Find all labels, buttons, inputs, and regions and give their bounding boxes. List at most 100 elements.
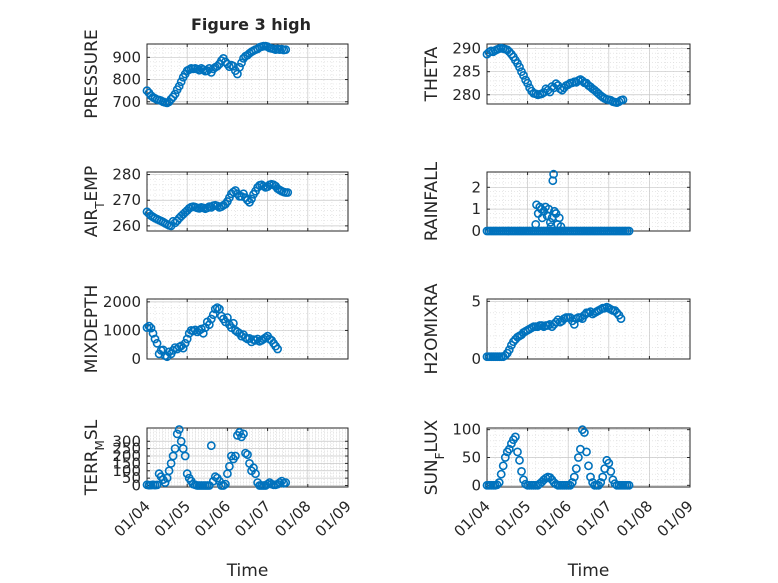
ticks: [146, 172, 349, 231]
data-point: [517, 466, 526, 476]
y-axis-label-subscript: T: [93, 201, 107, 210]
data-point: [519, 71, 528, 80]
series-markers: [482, 302, 626, 362]
data-point: [504, 444, 514, 454]
x-tick-label: 01/09: [654, 497, 697, 540]
x-tick-label: 01/07: [572, 497, 615, 540]
data-point: [152, 480, 162, 490]
y-axis-label: THETA: [422, 46, 442, 102]
data-point: [230, 451, 240, 461]
plot-area: [487, 172, 690, 231]
major-grid: [146, 428, 349, 487]
data-point: [569, 472, 579, 482]
y-tick-label: 100: [452, 421, 481, 439]
y-tick-label: 1: [471, 200, 481, 218]
x-tick-label: 01/07: [231, 497, 274, 540]
data-point: [496, 469, 506, 479]
data-point: [281, 45, 291, 54]
data-point: [241, 448, 250, 458]
y-axis-label: TERRMSL: [82, 419, 107, 496]
data-point: [251, 469, 260, 479]
data-point: [253, 334, 262, 344]
data-point: [504, 345, 514, 355]
data-point: [624, 226, 634, 236]
x-tick-label: 01/04: [111, 497, 154, 540]
y-tick-label: 800: [112, 71, 141, 89]
y-axis-label-part: AIR: [82, 209, 102, 238]
x-tick-label: 01/05: [151, 497, 194, 540]
x-tick-label: 01/08: [613, 497, 656, 540]
data-point: [549, 169, 558, 179]
y-axis-label: SUNFLUX: [422, 419, 447, 495]
data-point: [500, 453, 510, 462]
data-point: [228, 61, 238, 71]
data-point: [182, 334, 192, 344]
axes-box: [146, 43, 349, 105]
axes-box: [486, 298, 691, 360]
y-axis-label-part: SL: [82, 419, 102, 440]
series-markers: [482, 169, 634, 236]
data-point: [519, 475, 528, 485]
subplot-h2omixra: 0 5 H2OMIXRA: [422, 283, 691, 375]
data-point: [176, 77, 186, 87]
ticks: [486, 44, 691, 104]
data-point: [224, 461, 234, 471]
data-point: [263, 479, 272, 489]
data-point: [275, 478, 285, 487]
y-tick-label: 2: [471, 178, 481, 196]
x-axis-label: Time: [567, 561, 610, 581]
data-point: [511, 432, 520, 442]
y-tick-label: 1000: [103, 321, 141, 339]
data-point: [220, 479, 230, 489]
data-point: [198, 328, 208, 338]
data-point: [172, 429, 182, 439]
data-point: [586, 472, 595, 482]
data-point: [281, 478, 291, 487]
y-tick-label: 280: [112, 166, 141, 184]
data-point: [523, 78, 532, 88]
y-axis-label-part: TERR: [82, 450, 102, 496]
data-point: [515, 455, 524, 465]
axes-box: [146, 427, 349, 488]
y-tick-label: 50: [122, 469, 141, 487]
series-markers: [142, 41, 291, 108]
data-point: [586, 307, 595, 317]
data-point: [237, 58, 246, 68]
y-tick-label: 290: [452, 40, 481, 58]
data-point: [206, 314, 216, 324]
x-tick-label: 01/06: [532, 497, 575, 540]
data-point: [500, 351, 510, 360]
y-tick-label: 0: [131, 350, 141, 368]
data-point: [142, 323, 152, 332]
y-tick-label: 5: [471, 292, 481, 310]
data-point: [150, 334, 160, 344]
data-point: [170, 89, 180, 99]
y-tick-label: 0: [471, 222, 481, 240]
subplot-grid: 700 800 900 PRESSURE 280 285 290 THETA 260 270 280…: [82, 29, 697, 581]
y-tick-label: 700: [112, 93, 141, 111]
data-point: [235, 427, 244, 437]
y-tick-label: 150: [112, 454, 141, 472]
data-point: [180, 338, 190, 348]
data-point: [182, 469, 192, 479]
data-point: [235, 62, 244, 72]
y-tick-label: 0: [471, 350, 481, 368]
data-point: [531, 219, 541, 229]
y-axis-label-part: SUN: [422, 459, 442, 495]
data-point: [616, 314, 626, 323]
subplot-pressure: 700 800 900 PRESSURE: [82, 29, 349, 119]
data-point: [243, 450, 252, 459]
data-point: [160, 478, 170, 487]
data-point: [513, 447, 522, 457]
data-point: [618, 95, 628, 105]
data-point: [174, 81, 184, 91]
y-tick-label: 2000: [103, 293, 141, 311]
data-point: [273, 344, 282, 354]
data-point: [604, 458, 614, 468]
data-point: [606, 466, 616, 476]
series-markers: [142, 425, 291, 490]
data-point: [580, 428, 589, 437]
